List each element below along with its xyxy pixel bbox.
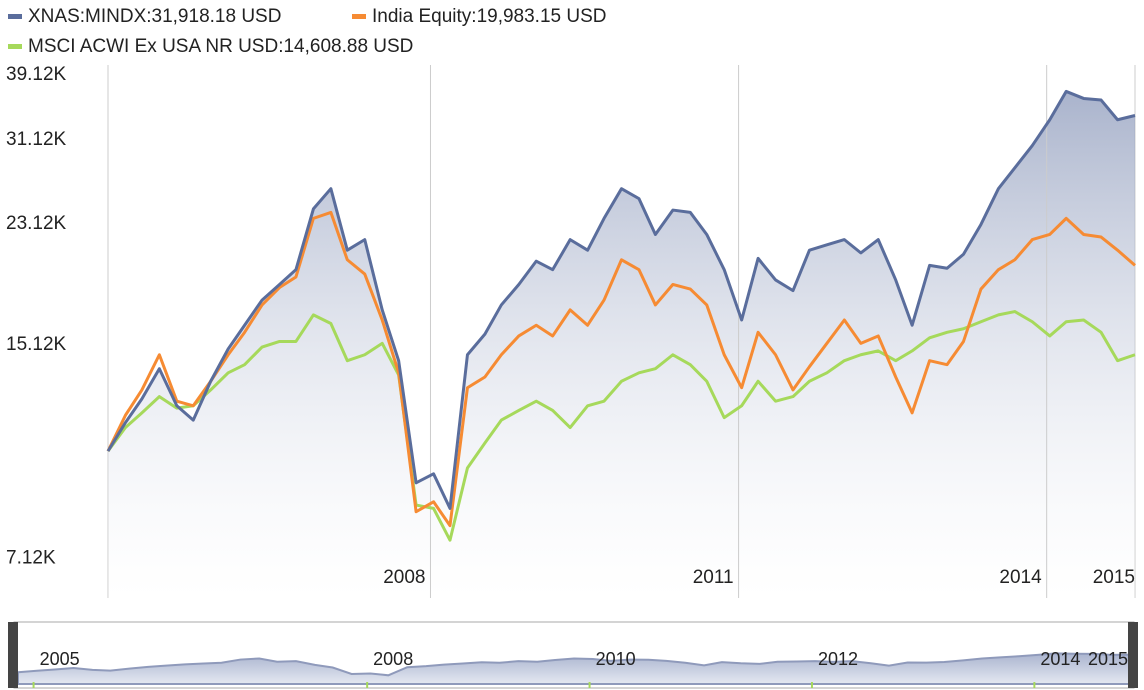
y-tick-label: 7.12K	[6, 548, 56, 569]
legend-label[interactable]: India Equity:19,983.15 USD	[372, 6, 607, 27]
series-line	[106, 89, 1136, 510]
x-tick-label: 2011	[693, 567, 734, 588]
legend-swatch	[352, 14, 366, 19]
navigator-label: 2010	[596, 649, 636, 669]
series-line	[106, 210, 1136, 528]
navigator-label: 2008	[373, 649, 413, 669]
navigator-label: 2014	[1040, 649, 1080, 669]
navigator: 2005 2008 2010 2012 2014 2015	[8, 621, 1138, 689]
navigator-area	[17, 652, 1131, 685]
area	[108, 91, 1135, 598]
navigator-label: 2012	[818, 649, 858, 669]
y-tick-label: 15.12K	[6, 334, 67, 355]
legend-swatch	[8, 14, 22, 19]
series-line	[106, 310, 1136, 542]
legend-label[interactable]: MSCI ACWI Ex USA NR USD:14,608.88 USD	[28, 36, 413, 57]
legend-label[interactable]: XNAS:MINDX:31,918.18 USD	[28, 6, 281, 27]
y-tick-label: 39.12K	[6, 64, 67, 85]
navigator-handle-left[interactable]	[8, 622, 18, 688]
legend-swatch	[8, 44, 22, 49]
navigator-label: 2015	[1088, 649, 1128, 669]
plot-area: 2008 2011 2014 2015 7.12K 15.12K 23.12K 31.12K 3…	[6, 64, 1136, 598]
navigator-label: 2005	[40, 649, 80, 669]
x-tick-label: 2008	[383, 567, 425, 588]
legend: XNAS:MINDX:31,918.18 USD India Equity:19,…	[8, 6, 607, 57]
x-tick-label: 2015	[1093, 567, 1135, 588]
y-tick-label: 23.12K	[6, 213, 67, 234]
navigator-handle-right[interactable]	[1128, 622, 1138, 688]
y-tick-label: 31.12K	[6, 129, 67, 150]
x-tick-label: 2014	[999, 567, 1042, 588]
